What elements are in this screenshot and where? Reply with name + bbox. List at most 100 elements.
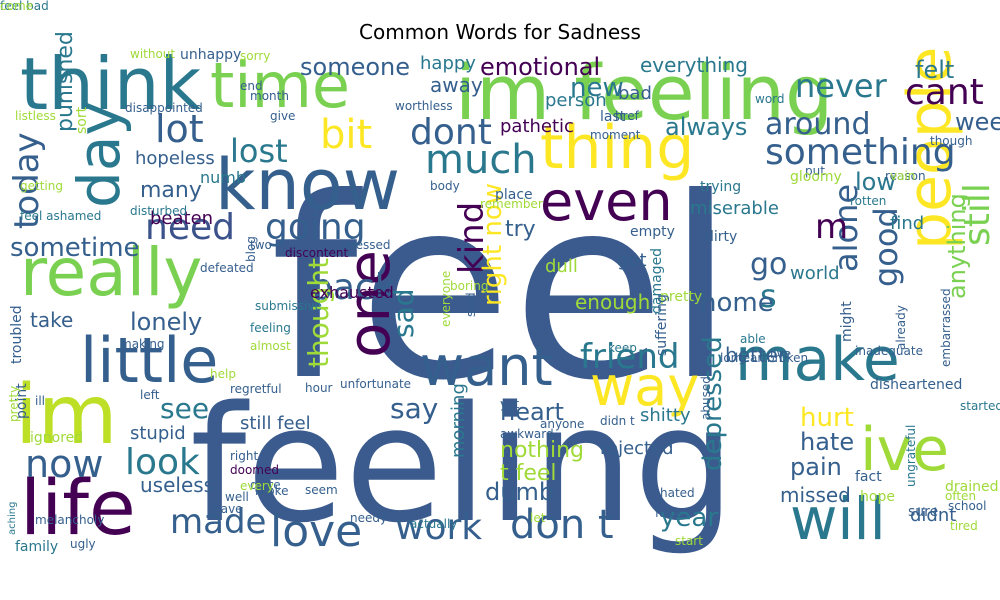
cloud-word: anything bbox=[943, 193, 971, 299]
cloud-word: seem bbox=[305, 483, 338, 497]
cloud-word: start bbox=[675, 534, 703, 548]
cloud-word: yet bbox=[500, 397, 520, 411]
cloud-word: feel bad bbox=[0, 0, 49, 13]
cloud-word: already bbox=[894, 305, 908, 350]
cloud-word: might bbox=[839, 301, 855, 342]
cloud-word: know bbox=[215, 144, 400, 226]
cloud-word: didnt bbox=[910, 505, 957, 526]
cloud-word: want bbox=[420, 335, 553, 398]
cloud-word: moment bbox=[590, 128, 641, 142]
cloud-word: actually bbox=[410, 517, 458, 531]
cloud-word: place bbox=[495, 187, 533, 203]
cloud-word: everything bbox=[640, 53, 748, 77]
cloud-word: many bbox=[140, 178, 202, 203]
cloud-word: give bbox=[270, 109, 296, 123]
cloud-word: numb bbox=[200, 168, 247, 187]
cloud-word: missed bbox=[780, 483, 851, 507]
cloud-word: disheartened bbox=[870, 377, 963, 393]
cloud-word: word bbox=[755, 92, 785, 106]
cloud-word: new bbox=[570, 73, 624, 103]
cloud-word: friend bbox=[580, 337, 680, 377]
cloud-word: think bbox=[20, 42, 202, 126]
cloud-word: let bbox=[530, 511, 546, 525]
cloud-word: remember bbox=[480, 197, 543, 211]
cloud-word: school bbox=[948, 499, 987, 513]
cloud-word: around bbox=[765, 107, 871, 142]
cloud-word: drained bbox=[945, 479, 999, 495]
cloud-word: felt bbox=[915, 56, 955, 84]
cloud-word: shitty bbox=[640, 405, 691, 426]
cloud-word: live bbox=[770, 347, 792, 361]
cloud-word: bit bbox=[320, 112, 373, 158]
cloud-word: stupid bbox=[130, 423, 186, 444]
cloud-word: embarrassed bbox=[939, 288, 953, 367]
cloud-word: m bbox=[815, 207, 849, 247]
cloud-word: better bbox=[725, 343, 787, 367]
cloud-word: tired bbox=[950, 519, 978, 533]
cloud-word: hour bbox=[305, 381, 333, 395]
cloud-word: hated bbox=[660, 486, 695, 500]
cloud-word: world bbox=[790, 263, 840, 284]
cloud-word: listless bbox=[15, 109, 56, 123]
cloud-word: always bbox=[665, 113, 748, 141]
cloud-word: sort bbox=[74, 106, 90, 134]
cloud-word: though bbox=[930, 134, 973, 148]
cloud-word: im feeling bbox=[455, 48, 834, 137]
cloud-word: nothing bbox=[500, 438, 584, 463]
cloud-word: trying bbox=[700, 179, 742, 195]
cloud-word: miserable bbox=[690, 198, 779, 219]
cloud-word: emotional bbox=[480, 53, 601, 81]
cloud-word: body bbox=[430, 179, 460, 193]
cloud-word: said bbox=[464, 292, 478, 317]
cloud-word: feel bbox=[270, 144, 736, 435]
cloud-word: getting bbox=[20, 179, 63, 193]
cloud-word: hate bbox=[800, 428, 855, 456]
cloud-word: come bbox=[0, 0, 34, 13]
cloud-word: even bbox=[540, 170, 673, 233]
cloud-word: ill bbox=[35, 394, 46, 408]
cloud-word: sad bbox=[387, 288, 420, 338]
cloud-word: often bbox=[945, 489, 977, 503]
cloud-word: something bbox=[765, 132, 956, 173]
cloud-word: see bbox=[160, 392, 210, 425]
cloud-word: cant bbox=[905, 72, 984, 113]
cloud-word: sorry bbox=[240, 49, 271, 63]
cloud-word: almost bbox=[250, 339, 291, 353]
cloud-word: sometime bbox=[10, 233, 140, 263]
cloud-word: got bbox=[617, 250, 647, 271]
cloud-word: boring bbox=[450, 279, 489, 293]
cloud-word: lost bbox=[230, 132, 288, 170]
cloud-word: everyone bbox=[439, 270, 453, 327]
cloud-word: broke bbox=[255, 484, 289, 498]
cloud-word: really bbox=[20, 234, 203, 311]
cloud-word: worthless bbox=[395, 99, 453, 113]
cloud-word: unfortunate bbox=[340, 377, 412, 391]
cloud-word: gloomy bbox=[790, 169, 842, 185]
cloud-word: help bbox=[210, 367, 236, 381]
cloud-word: hope bbox=[860, 489, 895, 505]
cloud-word: bad bbox=[618, 83, 652, 104]
cloud-word: ive bbox=[860, 415, 950, 485]
cloud-word: abused bbox=[699, 376, 713, 420]
cloud-word: long bbox=[720, 351, 746, 365]
cloud-word: way bbox=[590, 355, 700, 418]
cloud-word: rejected bbox=[600, 438, 674, 459]
cloud-word: feeling bbox=[190, 371, 736, 558]
cloud-word: made bbox=[170, 502, 267, 542]
cloud-word: rotten bbox=[850, 194, 887, 208]
cloud-word: enough bbox=[575, 290, 651, 314]
cloud-word: fact bbox=[855, 469, 882, 485]
cloud-word: hopeless bbox=[135, 148, 215, 169]
cloud-word: week bbox=[955, 108, 1000, 136]
cloud-word: back bbox=[310, 267, 396, 308]
cloud-word: without bbox=[130, 47, 176, 61]
cloud-word: lonely bbox=[130, 308, 203, 336]
cloud-word: away bbox=[430, 73, 483, 97]
cloud-word: s bbox=[760, 277, 777, 315]
cloud-word: put bbox=[805, 164, 825, 178]
chart-title: Common Words for Sadness bbox=[359, 20, 641, 44]
cloud-word: dumb bbox=[485, 478, 555, 506]
cloud-word: vain bbox=[890, 169, 916, 183]
cloud-word: started bbox=[960, 399, 1000, 413]
